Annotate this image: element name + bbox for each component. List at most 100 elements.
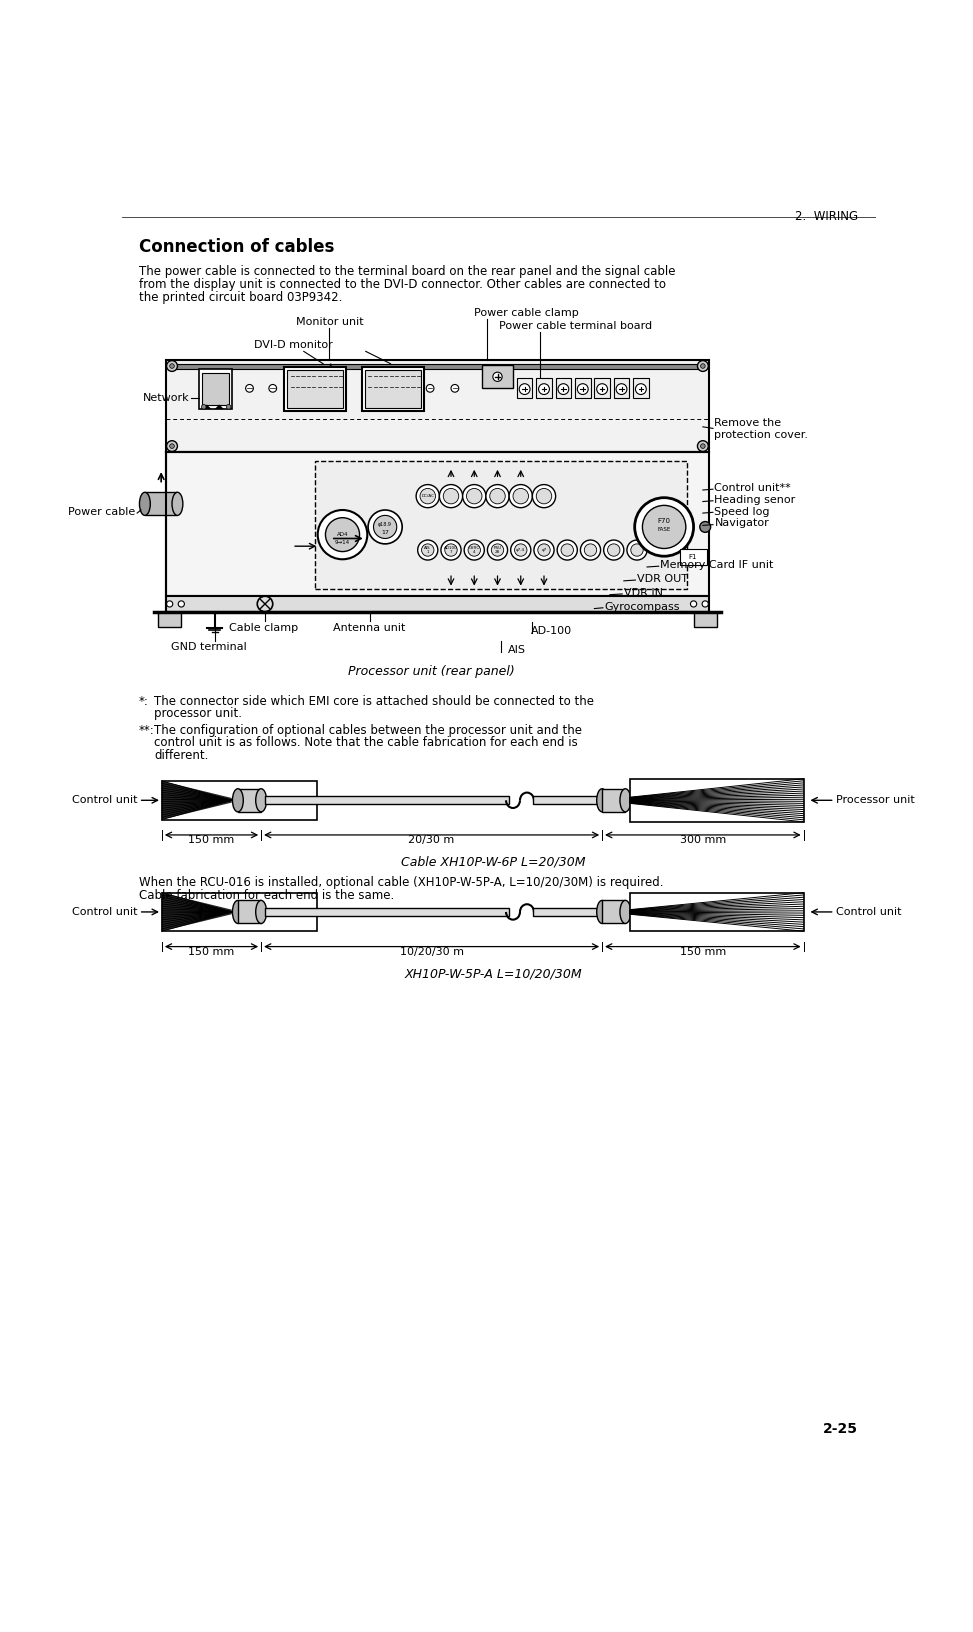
Circle shape: [532, 485, 556, 508]
Text: Memory Card IF unit: Memory Card IF unit: [661, 560, 774, 571]
Text: F70: F70: [658, 517, 670, 524]
Bar: [162, 782, 317, 819]
Bar: [202, 374, 229, 405]
Circle shape: [440, 485, 462, 508]
Text: protection cover.: protection cover.: [714, 429, 809, 439]
Circle shape: [368, 509, 402, 543]
Circle shape: [603, 540, 624, 560]
Text: VDR IN: VDR IN: [624, 588, 663, 599]
Circle shape: [520, 384, 530, 395]
Text: Remove the: Remove the: [714, 418, 781, 428]
Text: AIS: AIS: [508, 645, 525, 654]
Bar: [602, 901, 626, 924]
Text: GYRO
4: GYRO 4: [468, 545, 480, 555]
Text: F1: F1: [689, 553, 697, 560]
Bar: [533, 796, 602, 805]
Circle shape: [466, 488, 482, 504]
Polygon shape: [215, 405, 224, 410]
Bar: [482, 366, 513, 388]
Text: 17: 17: [381, 530, 389, 535]
Text: **:: **:: [139, 725, 155, 738]
Text: from the display unit is connected to the DVI-D connector. Other cables are conn: from the display unit is connected to th…: [139, 277, 666, 290]
Circle shape: [513, 488, 528, 504]
Circle shape: [169, 364, 174, 369]
Bar: [265, 796, 509, 805]
Text: 150 mm: 150 mm: [189, 836, 234, 845]
Bar: [614, 379, 630, 398]
Text: Network: Network: [143, 393, 190, 403]
Circle shape: [464, 540, 485, 560]
Bar: [631, 893, 804, 932]
Polygon shape: [631, 778, 804, 823]
Bar: [165, 359, 709, 452]
Text: FASE: FASE: [658, 527, 670, 532]
Bar: [315, 462, 687, 589]
Circle shape: [511, 540, 531, 560]
Bar: [169, 364, 705, 369]
Polygon shape: [162, 893, 232, 932]
Circle shape: [445, 543, 457, 557]
Circle shape: [703, 601, 708, 607]
Text: AD100
7: AD100 7: [444, 545, 458, 555]
Text: 10/20/30 m: 10/20/30 m: [400, 947, 463, 956]
Circle shape: [635, 384, 646, 395]
Text: Speed log: Speed log: [714, 506, 770, 517]
Ellipse shape: [620, 788, 631, 811]
Text: The connector side which EMI core is attached should be connected to the: The connector side which EMI core is att…: [154, 695, 595, 708]
Circle shape: [616, 384, 627, 395]
Circle shape: [245, 385, 253, 392]
Circle shape: [558, 540, 577, 560]
Bar: [237, 788, 261, 811]
Circle shape: [701, 444, 705, 449]
Text: φ18.9: φ18.9: [378, 522, 392, 527]
Text: Control unit: Control unit: [72, 907, 137, 917]
Circle shape: [374, 516, 397, 539]
Circle shape: [515, 543, 527, 557]
Polygon shape: [202, 405, 211, 410]
Text: the printed circuit board 03P9342.: the printed circuit board 03P9342.: [139, 292, 342, 304]
Circle shape: [701, 364, 705, 369]
Text: PSU
28: PSU 28: [493, 545, 501, 555]
Bar: [165, 596, 709, 612]
Bar: [162, 893, 317, 932]
Circle shape: [486, 485, 509, 508]
Circle shape: [468, 543, 481, 557]
Circle shape: [169, 444, 174, 449]
Text: Heading senor: Heading senor: [714, 494, 796, 504]
Ellipse shape: [620, 901, 631, 924]
Ellipse shape: [233, 901, 243, 924]
Circle shape: [269, 385, 276, 392]
Bar: [633, 379, 649, 398]
Text: AD-100: AD-100: [531, 627, 572, 636]
Text: φ7: φ7: [541, 548, 547, 552]
Text: 300 mm: 300 mm: [680, 836, 726, 845]
Circle shape: [509, 485, 532, 508]
Text: Power cable terminal board: Power cable terminal board: [499, 320, 652, 331]
Text: Monitor unit: Monitor unit: [296, 317, 363, 326]
Bar: [575, 379, 591, 398]
Circle shape: [691, 601, 697, 607]
Text: Control unit**: Control unit**: [714, 483, 791, 493]
Circle shape: [607, 543, 620, 557]
Circle shape: [325, 517, 360, 552]
Circle shape: [462, 485, 486, 508]
Bar: [694, 612, 717, 627]
Circle shape: [421, 543, 434, 557]
Bar: [536, 379, 552, 398]
Circle shape: [491, 543, 504, 557]
Text: *: *: [328, 362, 334, 372]
Text: Cable XH10P-W-6P L=20/30M: Cable XH10P-W-6P L=20/30M: [402, 855, 586, 868]
Text: Control unit: Control unit: [72, 795, 137, 805]
Circle shape: [166, 441, 177, 452]
Text: control unit is as follows. Note that the cable fabrication for each end is: control unit is as follows. Note that th…: [154, 736, 578, 749]
Text: Cable clamp: Cable clamp: [229, 623, 298, 633]
Bar: [287, 370, 343, 408]
Ellipse shape: [596, 901, 607, 924]
Text: DC/AC: DC/AC: [421, 494, 434, 498]
Ellipse shape: [596, 788, 607, 811]
Circle shape: [642, 506, 686, 548]
Text: GND terminal: GND terminal: [170, 643, 246, 653]
Bar: [595, 379, 610, 398]
Ellipse shape: [256, 901, 267, 924]
Circle shape: [634, 498, 694, 557]
